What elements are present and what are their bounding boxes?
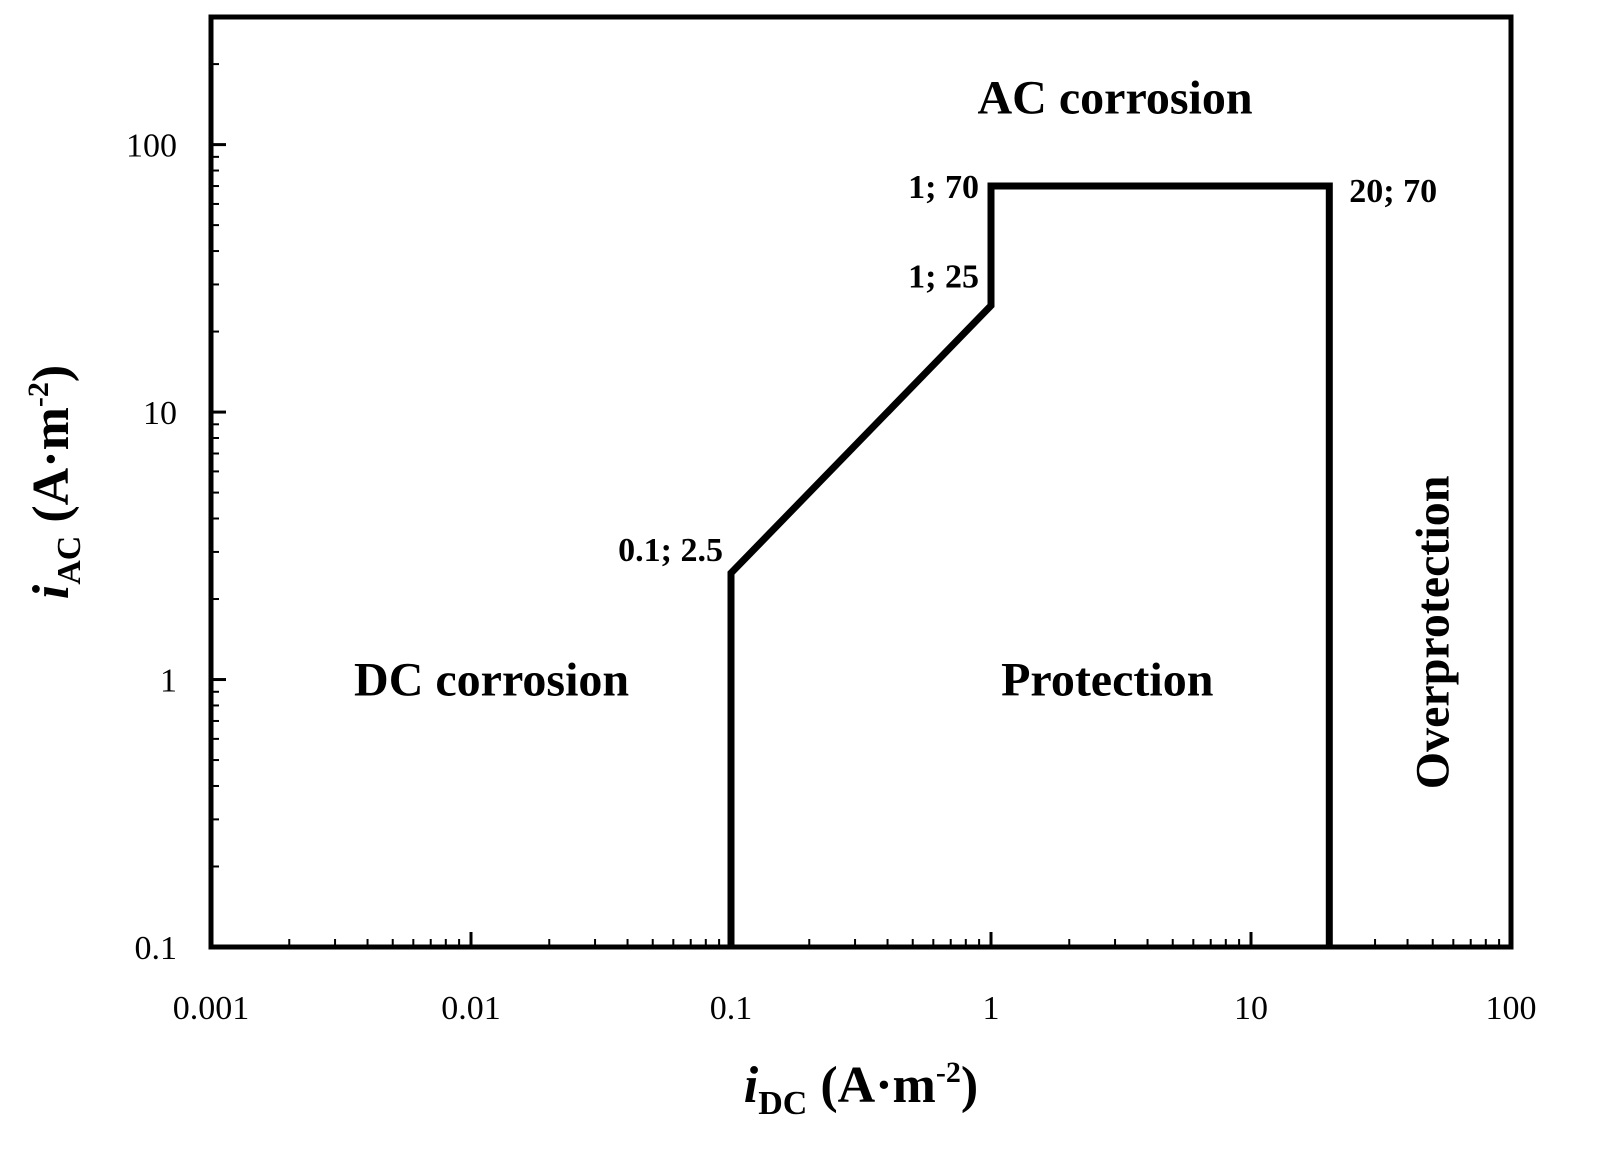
x-tick-label: 0.01 (441, 990, 501, 1027)
region-label: DC corrosion (354, 654, 629, 707)
y-tick-label: 0.1 (135, 930, 178, 967)
protection-boundary-line (727, 182, 1333, 947)
x-tick-label: 1 (983, 990, 1000, 1027)
x-tick-label: 0.001 (173, 990, 250, 1027)
region-label: Protection (1001, 654, 1213, 707)
x-tick-label: 0.1 (710, 990, 753, 1027)
y-tick-labels: 0.1 1 10 100 (126, 128, 177, 967)
region-label: Overprotection (1407, 476, 1460, 790)
region-labels: AC corrosion DC corrosion Protection Overpr… (354, 72, 1460, 790)
y-tick-label: 100 (126, 128, 177, 165)
plot-frame (208, 14, 1514, 950)
x-tick-label: 100 (1486, 990, 1537, 1027)
y-axis-title: iAC (A·m-2) (22, 365, 88, 599)
x-tick-labels: 0.001 0.01 0.1 1 10 100 (173, 990, 1537, 1027)
x-axis-title: iDC (A·m-2) (744, 1056, 978, 1122)
y-tick-label: 10 (143, 395, 177, 432)
point-labels: 0.1; 2.5 1; 25 1; 70 20; 70 (618, 169, 1437, 569)
point-label: 1; 70 (908, 169, 979, 206)
point-label: 0.1; 2.5 (618, 532, 723, 569)
region-label: AC corrosion (978, 72, 1253, 125)
point-label: 1; 25 (908, 259, 979, 296)
point-label: 20; 70 (1349, 173, 1437, 210)
x-tick-label: 10 (1234, 990, 1268, 1027)
y-tick-label: 1 (160, 663, 177, 700)
